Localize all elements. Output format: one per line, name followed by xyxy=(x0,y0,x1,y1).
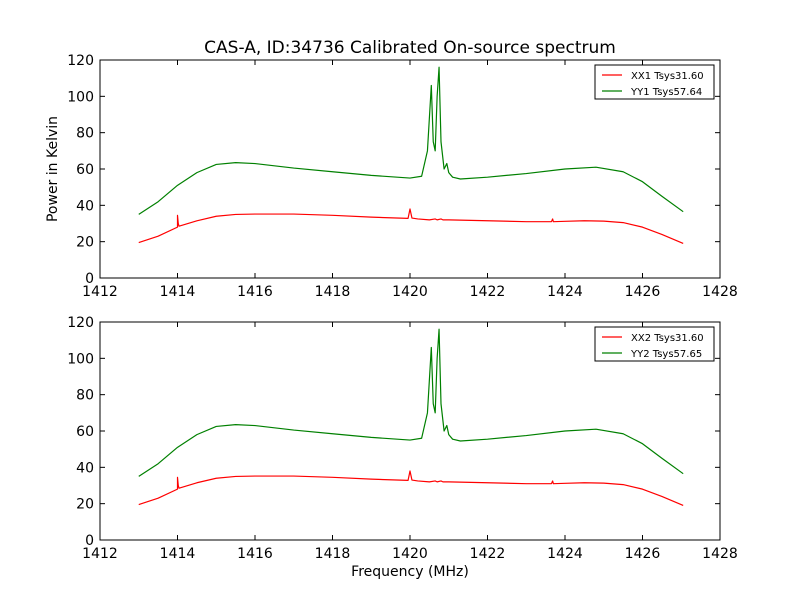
series-line-xx xyxy=(138,208,684,245)
x-axis-label: Frequency (MHz) xyxy=(351,564,469,580)
bottom-plot-panel: 1412 1414 1416 1418 1420 1422 1424 1426 1428 0 20 4… xyxy=(67,315,738,562)
x-tick-label: 1424 xyxy=(547,546,583,562)
x-tick-label: 1414 xyxy=(160,284,196,300)
x-tick-label: 1428 xyxy=(702,284,738,300)
y-axis-label: Power in Kelvin xyxy=(45,116,61,222)
x-tick-label: 1426 xyxy=(625,546,661,562)
legend-box xyxy=(594,64,715,100)
x-tick-label: 1424 xyxy=(547,284,583,300)
x-tick-label: 1426 xyxy=(625,284,661,300)
y-tick-label: 100 xyxy=(67,351,94,367)
legend-label-yy: YY2 Tsys57.65 xyxy=(630,349,702,360)
x-tick-label: 1418 xyxy=(315,284,351,300)
y-tick-label: 20 xyxy=(76,235,94,251)
x-tick-label: 1414 xyxy=(160,546,196,562)
y-tick-label: 60 xyxy=(76,162,94,178)
y-tick-label: 40 xyxy=(76,198,94,214)
y-tick-label: 80 xyxy=(76,388,94,404)
x-tick-label: 1416 xyxy=(237,284,273,300)
x-tick-label: 1416 xyxy=(237,546,273,562)
y-tick-label: 80 xyxy=(76,126,94,142)
legend-box xyxy=(594,326,715,362)
x-tick-label: 1420 xyxy=(392,546,428,562)
x-tick-label: 1412 xyxy=(82,546,118,562)
y-tick-label: 120 xyxy=(67,53,94,69)
y-tick-label: 0 xyxy=(85,533,94,549)
x-tick-label: 1420 xyxy=(392,284,428,300)
y-tick-label: 100 xyxy=(67,89,94,105)
legend-label-xx: XX1 Tsys31.60 xyxy=(631,71,704,82)
figure-title: CAS-A, ID:34736 Calibrated On-source spe… xyxy=(204,38,616,58)
y-tick-label: 120 xyxy=(67,315,94,331)
series-line-yy xyxy=(138,66,684,215)
y-tick-label: 0 xyxy=(85,271,94,287)
y-tick-label: 20 xyxy=(76,497,94,513)
x-tick-label: 1422 xyxy=(470,284,506,300)
x-tick-label: 1418 xyxy=(315,546,351,562)
legend-label-xx: XX2 Tsys31.60 xyxy=(631,333,704,344)
series-line-yy xyxy=(138,328,684,477)
legend-label-yy: YY1 Tsys57.64 xyxy=(630,87,702,98)
x-tick-label: 1412 xyxy=(82,284,118,300)
x-tick-label: 1422 xyxy=(470,546,506,562)
y-tick-label: 60 xyxy=(76,424,94,440)
x-tick-label: 1428 xyxy=(702,546,738,562)
top-plot-panel: 1412 1414 1416 1418 1420 1422 1424 1426 1428 0 20 4… xyxy=(67,53,738,300)
y-tick-label: 40 xyxy=(76,460,94,476)
series-line-xx xyxy=(138,470,684,507)
